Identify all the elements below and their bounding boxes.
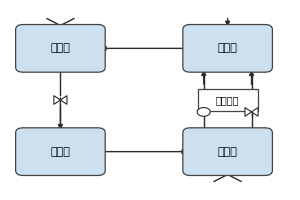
- Text: 吸收器: 吸收器: [218, 147, 238, 157]
- FancyBboxPatch shape: [16, 128, 105, 175]
- Text: 冷凝器: 冷凝器: [50, 43, 70, 53]
- Polygon shape: [60, 96, 67, 104]
- Bar: [198, 89, 257, 111]
- Text: 发生器: 发生器: [218, 43, 238, 53]
- FancyBboxPatch shape: [183, 25, 272, 72]
- Polygon shape: [245, 108, 251, 116]
- FancyBboxPatch shape: [16, 25, 105, 72]
- Circle shape: [197, 108, 210, 116]
- Text: 热交换器: 热交换器: [216, 95, 239, 105]
- Polygon shape: [54, 96, 60, 104]
- Polygon shape: [251, 108, 258, 116]
- Text: 蕍发器: 蕍发器: [50, 147, 70, 157]
- FancyBboxPatch shape: [183, 128, 272, 175]
